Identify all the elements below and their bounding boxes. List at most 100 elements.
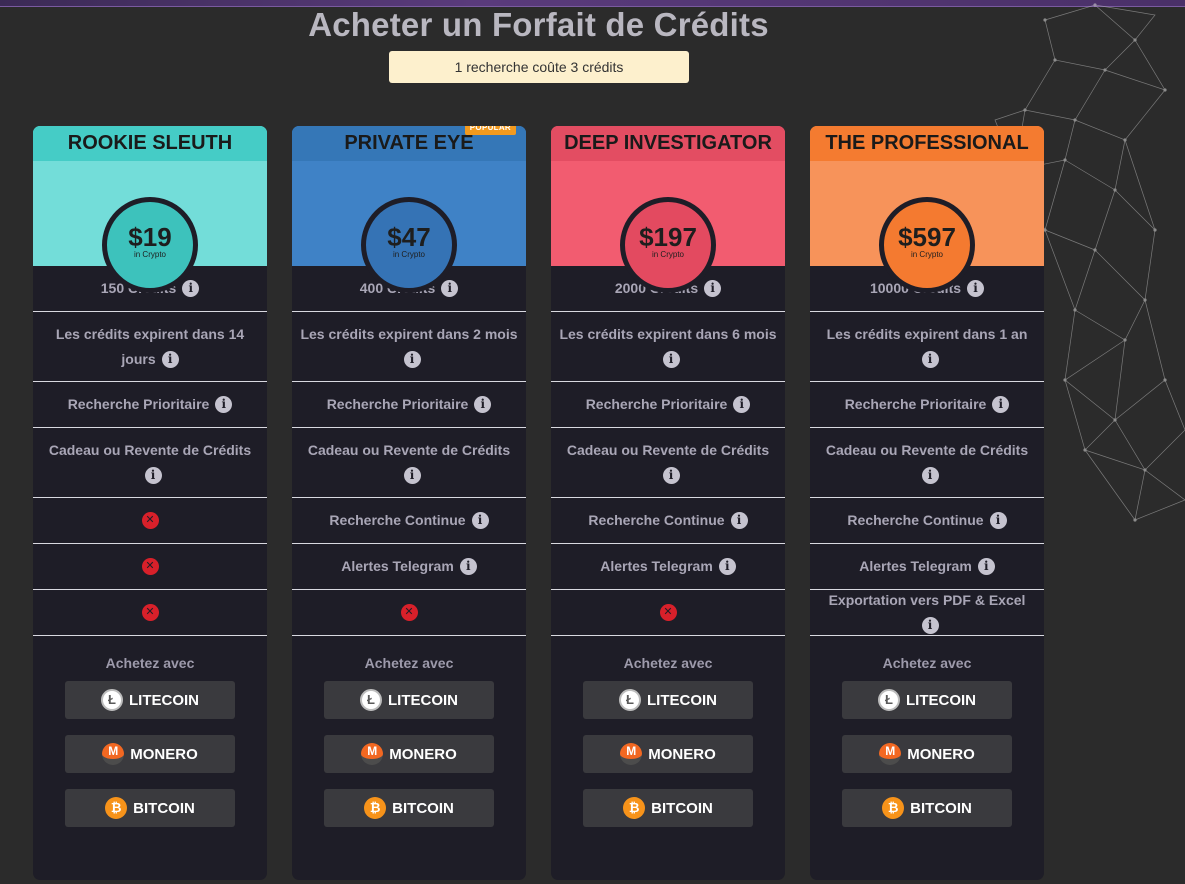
feature-label: Alertes Telegram: [600, 558, 713, 574]
litecoin-pay-button[interactable]: Ł LITECOIN: [65, 681, 235, 719]
plan-name: THE PROFESSIONAL: [810, 126, 1044, 161]
litecoin-pay-button[interactable]: Ł LITECOIN: [842, 681, 1012, 719]
unavailable-x-icon: ✕: [141, 558, 159, 575]
monero-pay-button[interactable]: M MONERO: [65, 735, 235, 773]
pay-button-label: BITCOIN: [651, 799, 713, 817]
info-icon[interactable]: i: [967, 280, 985, 297]
monero-icon: M: [361, 743, 384, 765]
litecoin-pay-button[interactable]: Ł LITECOIN: [324, 681, 494, 719]
bitcoin-icon: ₿: [623, 797, 646, 819]
feature-row: Recherche Prioritaire i: [551, 382, 785, 428]
feature-list: 150 CréditsiLes crédits expirent dans 14…: [33, 266, 267, 636]
monero-pay-button[interactable]: M MONERO: [842, 735, 1012, 773]
monero-pay-button[interactable]: M MONERO: [324, 735, 494, 773]
cost-note-banner: 1 recherche coûte 3 crédits: [389, 51, 689, 83]
pay-button-label: MONERO: [389, 745, 457, 763]
info-icon[interactable]: i: [977, 558, 995, 575]
feature-label: Recherche Prioritaire: [844, 396, 987, 412]
monero-icon: M: [102, 743, 125, 765]
plan-name: DEEP INVESTIGATOR: [551, 126, 785, 161]
price-circle: $47 in Crypto: [361, 197, 457, 293]
info-icon[interactable]: i: [704, 280, 722, 297]
info-icon[interactable]: i: [921, 350, 939, 368]
buy-with-label: Achetez avec: [364, 655, 454, 671]
info-icon[interactable]: i: [144, 466, 162, 484]
feature-label: Recherche Prioritaire: [585, 396, 728, 412]
pay-button-label: LITECOIN: [647, 691, 717, 709]
feature-label: Les crédits expirent dans 1 an: [826, 325, 1028, 342]
price-amount: $47: [387, 222, 431, 252]
feature-row: ✕: [292, 590, 526, 636]
price-circle: $19 in Crypto: [102, 197, 198, 293]
info-icon[interactable]: i: [471, 512, 489, 529]
info-icon[interactable]: i: [662, 350, 680, 368]
info-icon[interactable]: i: [459, 558, 477, 575]
feature-row: Les crédits expirent dans 2 mois i: [292, 312, 526, 382]
info-icon[interactable]: i: [662, 466, 680, 484]
feature-label: Les crédits expirent dans 6 mois: [559, 325, 777, 342]
bitcoin-pay-button[interactable]: ₿ BITCOIN: [65, 789, 235, 827]
plan-header: DEEP INVESTIGATOR $197 in Crypto: [551, 126, 785, 293]
feature-list: 2000 CréditsiLes crédits expirent dans 6…: [551, 266, 785, 636]
feature-label: Les crédits expirent dans 2 mois: [300, 325, 518, 342]
info-icon[interactable]: i: [989, 512, 1007, 529]
bitcoin-pay-button[interactable]: ₿ BITCOIN: [324, 789, 494, 827]
plan-name: ROOKIE SLEUTH: [33, 126, 267, 161]
bitcoin-pay-button[interactable]: ₿ BITCOIN: [583, 789, 753, 827]
monero-icon: M: [620, 743, 643, 765]
info-icon[interactable]: i: [921, 616, 939, 634]
info-icon[interactable]: i: [403, 350, 421, 368]
info-icon[interactable]: i: [992, 396, 1010, 413]
feature-row: Les crédits expirent dans 14 jours i: [33, 312, 267, 382]
info-icon[interactable]: i: [161, 350, 179, 368]
info-icon[interactable]: i: [730, 512, 748, 529]
feature-label: Recherche Continue: [329, 512, 466, 528]
pay-button-label: LITECOIN: [388, 691, 458, 709]
info-icon[interactable]: i: [441, 280, 459, 297]
feature-label: Cadeau ou Revente de Crédits: [566, 441, 770, 458]
feature-label: Alertes Telegram: [859, 558, 972, 574]
info-icon[interactable]: i: [921, 466, 939, 484]
unavailable-x-icon: ✕: [141, 512, 159, 529]
info-icon[interactable]: i: [215, 396, 233, 413]
bitcoin-pay-button[interactable]: ₿ BITCOIN: [842, 789, 1012, 827]
price-subtitle: in Crypto: [392, 250, 425, 259]
feature-label: Cadeau ou Revente de Crédits: [825, 441, 1029, 458]
feature-row: Alertes Telegram i: [292, 544, 526, 590]
feature-row: Cadeau ou Revente de Crédits i: [33, 428, 267, 498]
feature-row: Recherche Continue i: [292, 498, 526, 544]
feature-row: ✕: [33, 544, 267, 590]
price-circle: $197 in Crypto: [620, 197, 716, 293]
info-icon[interactable]: i: [403, 466, 421, 484]
monero-pay-button[interactable]: M MONERO: [583, 735, 753, 773]
buy-with-label: Achetez avec: [882, 655, 972, 671]
price-subtitle: in Crypto: [910, 250, 943, 259]
feature-label: Exportation vers PDF & Excel: [828, 591, 1026, 608]
feature-list: 10000 CréditsiLes crédits expirent dans …: [810, 266, 1044, 636]
info-icon[interactable]: i: [182, 280, 200, 297]
feature-row: Recherche Continue i: [551, 498, 785, 544]
litecoin-icon: Ł: [101, 689, 123, 711]
feature-row: Les crédits expirent dans 6 mois i: [551, 312, 785, 382]
buy-with-label: Achetez avec: [105, 655, 195, 671]
plan-header: ROOKIE SLEUTH $19 in Crypto: [33, 126, 267, 293]
feature-row: Exportation vers PDF & Excel i: [810, 590, 1044, 636]
plan-header: PRIVATE EYE POPULAR $47 in Crypto: [292, 126, 526, 293]
popular-badge: POPULAR: [464, 126, 516, 135]
feature-row: Recherche Continue i: [810, 498, 1044, 544]
info-icon[interactable]: i: [718, 558, 736, 575]
feature-row: Recherche Prioritaire i: [33, 382, 267, 428]
unavailable-x-icon: ✕: [659, 604, 677, 621]
info-icon[interactable]: i: [474, 396, 492, 413]
feature-label: Recherche Prioritaire: [326, 396, 469, 412]
unavailable-x-icon: ✕: [141, 604, 159, 621]
price-subtitle: in Crypto: [133, 250, 166, 259]
pay-button-label: MONERO: [907, 745, 975, 763]
feature-row: ✕: [33, 498, 267, 544]
info-icon[interactable]: i: [733, 396, 751, 413]
litecoin-pay-button[interactable]: Ł LITECOIN: [583, 681, 753, 719]
price-subtitle: in Crypto: [651, 250, 684, 259]
